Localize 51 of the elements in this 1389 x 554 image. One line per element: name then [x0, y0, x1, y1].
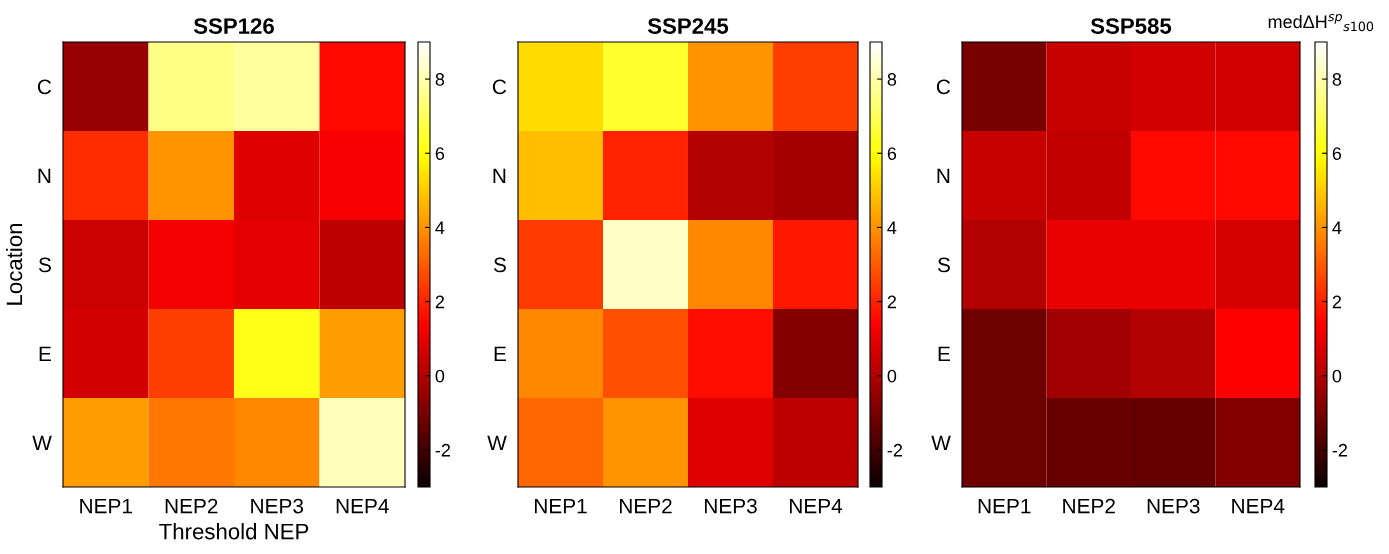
- y-tick-label: N: [38, 168, 51, 184]
- color-bar-label: 4: [435, 221, 445, 234]
- color-bar-label: 2: [1332, 295, 1341, 309]
- color-bar-label: -2: [887, 443, 903, 457]
- x-axis-title: Threshold NEP: [159, 523, 309, 540]
- x-tick-label: NEP3: [705, 498, 757, 514]
- x-tick-label: NEP2: [165, 498, 218, 514]
- chart-title: SSP126: [193, 18, 274, 34]
- y-axis-title: Location: [5, 223, 23, 305]
- y-tick-label: W: [487, 435, 507, 451]
- color-bar-label: 2: [435, 295, 444, 309]
- x-tick-label: NEP1: [80, 498, 132, 514]
- y-tick-label: E: [494, 346, 506, 362]
- y-tick-label: S: [937, 257, 950, 273]
- y-tick-label: E: [39, 346, 51, 362]
- x-tick-label: NEP3: [1147, 498, 1200, 514]
- color-bar-label: 6: [1332, 147, 1342, 160]
- color-bar-label: 6: [435, 147, 445, 160]
- color-bar-label: 0: [435, 369, 445, 383]
- color-bar-label: 4: [1332, 221, 1342, 234]
- chart-title: SSP585: [1090, 18, 1172, 34]
- color-bar-label: 2: [887, 295, 896, 309]
- y-tick-label: E: [938, 346, 950, 362]
- color-bar-label: -2: [435, 443, 451, 457]
- color-bar-label: 6: [887, 147, 897, 160]
- color-bar-label: 0: [1332, 369, 1342, 383]
- x-tick-label: NEP4: [336, 498, 389, 514]
- x-tick-label: NEP1: [535, 498, 587, 514]
- y-tick-label: W: [931, 435, 951, 451]
- x-tick-label: NEP1: [978, 498, 1031, 514]
- y-tick-label: S: [38, 257, 51, 273]
- color-bar-label: 4: [887, 221, 897, 234]
- color-bar-label: 8: [435, 73, 445, 86]
- x-tick-label: NEP3: [251, 498, 304, 514]
- color-bar-label: -2: [1332, 443, 1348, 457]
- y-tick-label: C: [492, 79, 507, 95]
- x-tick-label: NEP2: [1063, 498, 1115, 514]
- color-bar-label: 8: [1332, 73, 1342, 86]
- y-tick-label: N: [937, 168, 950, 184]
- color-bar-label: 8: [887, 73, 897, 86]
- x-tick-label: NEP4: [790, 498, 843, 514]
- color-bar-title: medΔH$^{sp}$$_{s100}$: [1268, 14, 1374, 32]
- y-tick-label: C: [37, 79, 52, 95]
- chart-title: SSP245: [647, 18, 729, 34]
- y-tick-label: N: [493, 168, 506, 184]
- x-tick-label: NEP4: [1232, 498, 1285, 514]
- y-tick-label: C: [936, 79, 951, 95]
- y-tick-label: W: [32, 435, 52, 451]
- x-tick-label: NEP2: [620, 498, 672, 514]
- color-bar-label: 0: [887, 369, 897, 383]
- y-tick-label: S: [493, 257, 506, 273]
